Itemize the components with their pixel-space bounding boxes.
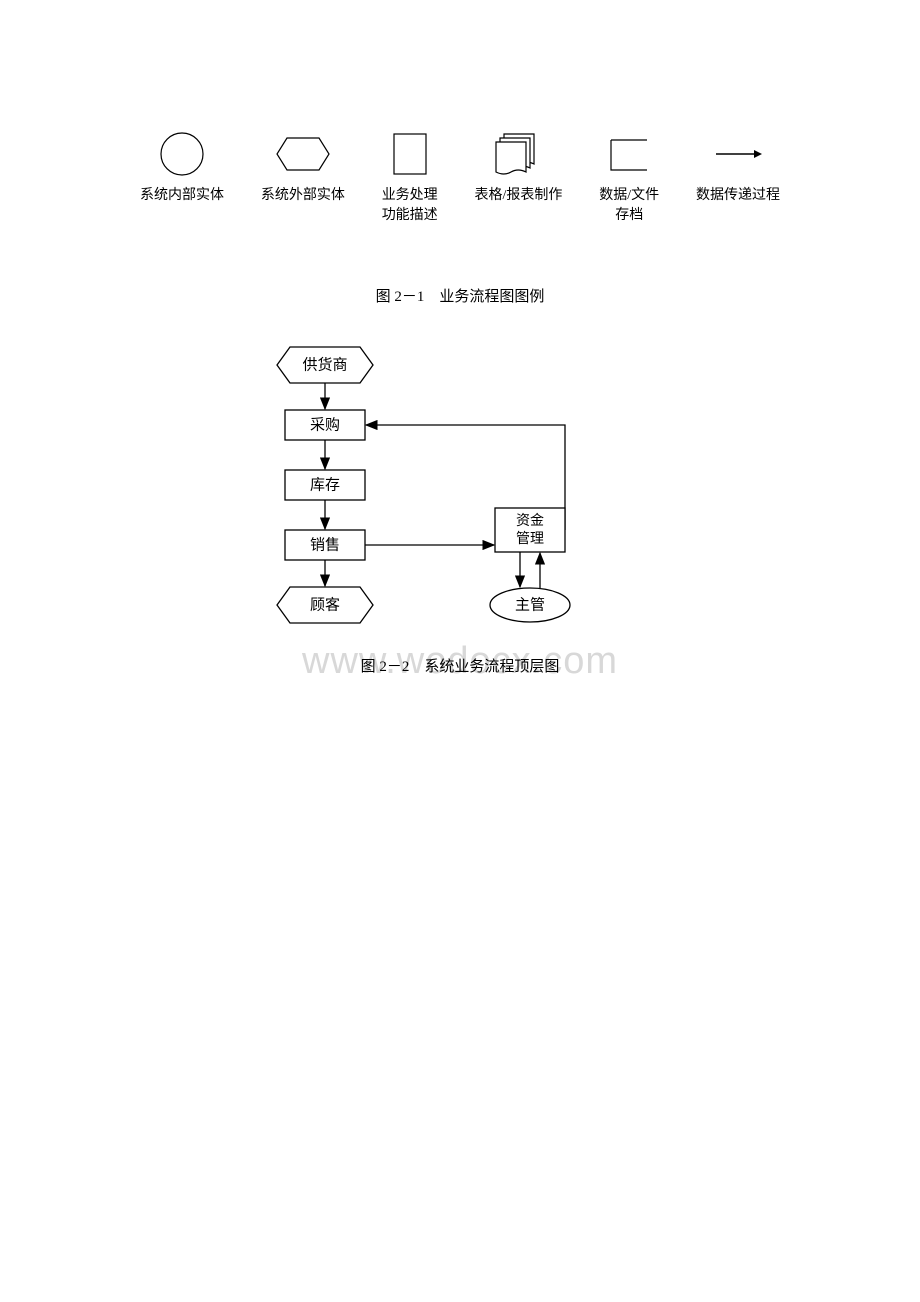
multi-doc-icon bbox=[490, 130, 546, 178]
flowchart-svg: 供货商 采购 库存 销售 顾客 资金 管理 主管 bbox=[255, 340, 675, 660]
legend-container: 系统内部实体 系统外部实体 业务处理 功能描述 表格/报表制作 数据/文件 存档 bbox=[140, 130, 780, 225]
legend-label: 业务处理 功能描述 bbox=[382, 186, 438, 225]
arrow-icon bbox=[710, 130, 766, 178]
node-purchase-label: 采购 bbox=[310, 416, 340, 433]
legend-item-arrow: 数据传递过程 bbox=[696, 130, 780, 206]
legend-item-circle: 系统内部实体 bbox=[140, 130, 224, 206]
node-manager-label: 主管 bbox=[515, 596, 545, 613]
legend-item-hexagon: 系统外部实体 bbox=[261, 130, 345, 206]
node-finance-label-2: 管理 bbox=[516, 531, 544, 547]
legend-item-rect: 业务处理 功能描述 bbox=[382, 130, 438, 225]
figure-caption-1: 图 2－1 业务流程图图例 bbox=[0, 285, 920, 306]
node-finance-label-1: 资金 bbox=[516, 513, 544, 529]
node-inventory-label: 库存 bbox=[310, 476, 340, 493]
legend-label: 系统外部实体 bbox=[261, 186, 345, 206]
legend-label: 数据传递过程 bbox=[696, 186, 780, 206]
rect-icon bbox=[390, 130, 430, 178]
node-customer-label: 顾客 bbox=[310, 596, 340, 613]
flowchart-container: 供货商 采购 库存 销售 顾客 资金 管理 主管 bbox=[255, 340, 675, 690]
legend-label: 系统内部实体 bbox=[140, 186, 224, 206]
legend-item-multidoc: 表格/报表制作 bbox=[475, 130, 563, 206]
node-supplier-label: 供货商 bbox=[302, 356, 347, 373]
open-rect-icon bbox=[605, 130, 653, 178]
hexagon-icon bbox=[273, 130, 333, 178]
node-sales-label: 销售 bbox=[310, 536, 340, 553]
legend-label: 表格/报表制作 bbox=[475, 186, 563, 206]
legend-item-openrect: 数据/文件 存档 bbox=[599, 130, 659, 225]
circle-icon bbox=[158, 130, 206, 178]
legend-label: 数据/文件 存档 bbox=[599, 186, 659, 225]
